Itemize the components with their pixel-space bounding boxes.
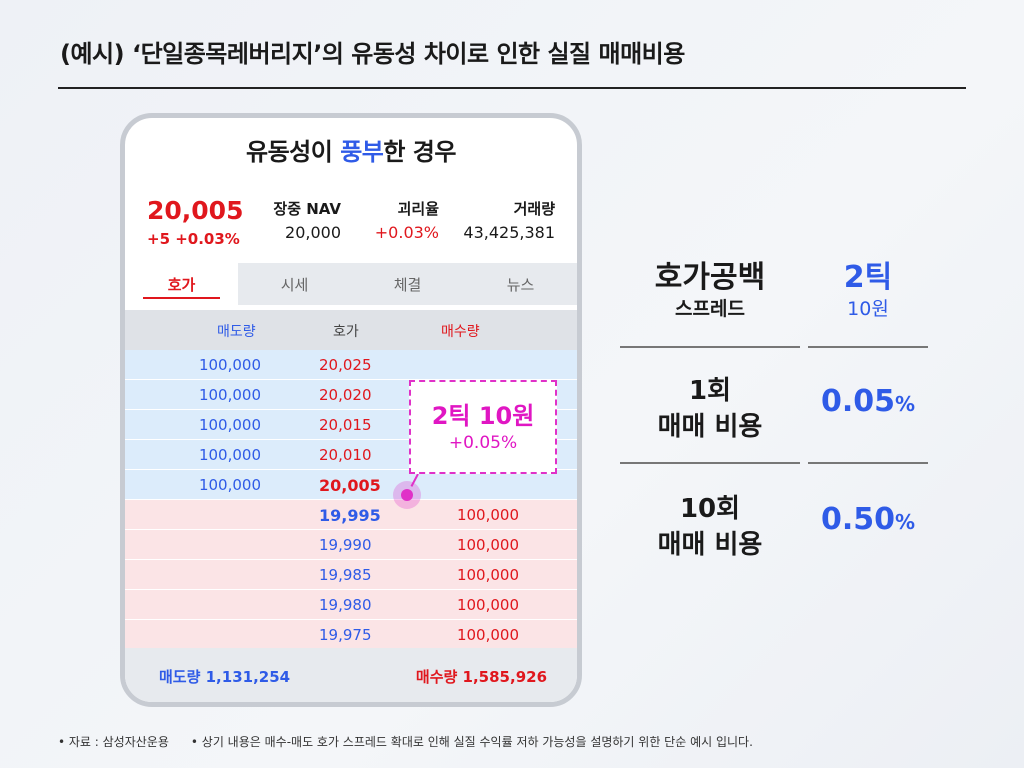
cost10-label-2: 매매 비용 bbox=[657, 530, 763, 560]
bid-qty: 100,000 bbox=[456, 536, 519, 554]
cost10-value: 0.50 bbox=[820, 502, 895, 537]
bid-row[interactable]: 19,975 100,000 bbox=[125, 620, 577, 650]
cost1-label-2: 매매 비용 bbox=[657, 412, 763, 442]
callout-percent: +0.05% bbox=[448, 433, 518, 453]
tab-quotes[interactable]: 시세 bbox=[280, 275, 309, 294]
price-header: 호가 bbox=[333, 324, 359, 340]
current-price: 20,005 bbox=[147, 196, 244, 225]
footnote-source: • 자료 : 삼성자산운용 bbox=[58, 735, 169, 749]
ask-qty: 100,000 bbox=[198, 356, 261, 374]
bid-qty: 100,000 bbox=[456, 506, 519, 524]
spread-ticks: 2틱 bbox=[843, 260, 893, 295]
cost1-row: 1회 매매 비용 0.05% bbox=[620, 364, 930, 460]
orderbook-footer: 매도량 1,131,254 매수량 1,585,926 bbox=[125, 648, 577, 702]
tab-trades[interactable]: 체결 bbox=[393, 275, 422, 294]
orderbook-header: 매도량 호가 매수량 bbox=[125, 310, 577, 350]
bid-price: 19,990 bbox=[319, 536, 372, 554]
heading-post: 한 경우 bbox=[383, 138, 456, 166]
bid-price: 19,975 bbox=[319, 626, 372, 644]
tab-orderbook[interactable]: 호가 bbox=[125, 263, 238, 305]
cost10-percent: % bbox=[894, 510, 916, 534]
phone-heading: 유동성이 풍부한 경우 bbox=[125, 132, 577, 167]
cost-panel: 호가공백 스프레드 2틱 10원 1회 매매 비용 0.05% 10회 매매 비… bbox=[620, 240, 930, 560]
ask-qty-header: 매도량 bbox=[217, 324, 256, 340]
bid-row[interactable]: 19,980 100,000 bbox=[125, 590, 577, 620]
volume-value: 43,425,381 bbox=[463, 223, 555, 242]
cost1-percent: % bbox=[894, 392, 916, 416]
panel-divider bbox=[808, 346, 928, 348]
spread-callout: 2틱 10원 +0.05% bbox=[409, 380, 557, 474]
bid-price: 19,980 bbox=[319, 596, 372, 614]
cost10-row: 10회 매매 비용 0.50% bbox=[620, 482, 930, 578]
cost10-label-1: 10회 bbox=[679, 494, 741, 524]
bid-qty-header: 매수량 bbox=[441, 324, 480, 340]
panel-divider bbox=[808, 462, 928, 464]
quote-summary: 20,005 +5 +0.03% 장중 NAV 20,000 괴리율 +0.03… bbox=[125, 192, 577, 252]
premium-label: 괴리율 bbox=[397, 200, 439, 218]
best-bid-price: 19,995 bbox=[319, 506, 381, 525]
heading-highlight: 풍부 bbox=[340, 138, 384, 166]
page-title: (예시) ‘단일종목레버리지’의 유동성 차이로 인한 실질 매매비용 bbox=[60, 40, 685, 68]
ask-row[interactable]: 100,000 20,025 bbox=[125, 350, 577, 380]
bid-total: 매수량 1,585,926 bbox=[415, 668, 547, 686]
spread-row: 호가공백 스프레드 2틱 10원 bbox=[620, 240, 930, 336]
heading-pre: 유동성이 bbox=[246, 138, 341, 166]
bid-qty: 100,000 bbox=[456, 566, 519, 584]
bid-row[interactable]: 19,985 100,000 bbox=[125, 560, 577, 590]
tab-bar: 호가 시세 체결 뉴스 bbox=[125, 263, 577, 305]
ask-total: 매도량 1,131,254 bbox=[159, 668, 291, 686]
cost1-label-1: 1회 bbox=[688, 376, 731, 406]
panel-divider bbox=[620, 462, 800, 464]
title-divider bbox=[58, 87, 966, 89]
ask-row-best[interactable]: 100,000 20,005 bbox=[125, 470, 577, 500]
cost1-value: 0.05 bbox=[820, 384, 895, 419]
spread-sublabel: 스프레드 bbox=[675, 298, 745, 320]
spread-label: 호가공백 bbox=[654, 260, 766, 295]
ask-price: 20,010 bbox=[319, 446, 372, 464]
volume-column: 거래량 43,425,381 bbox=[463, 198, 555, 242]
bid-price: 19,985 bbox=[319, 566, 372, 584]
bid-row-best[interactable]: 19,995 100,000 bbox=[125, 500, 577, 530]
ask-price: 20,020 bbox=[319, 386, 372, 404]
ask-qty: 100,000 bbox=[198, 416, 261, 434]
price-change: +5 +0.03% bbox=[147, 230, 240, 248]
bid-qty: 100,000 bbox=[456, 626, 519, 644]
ask-price: 20,025 bbox=[319, 356, 372, 374]
footnote-note: • 상기 내용은 매수-매도 호가 스프레드 확대로 인해 실질 수익률 저하 … bbox=[190, 735, 753, 749]
footnote: • 자료 : 삼성자산운용 • 상기 내용은 매수-매도 호가 스프레드 확대로 … bbox=[58, 733, 753, 750]
spread-won: 10원 bbox=[847, 298, 889, 320]
ask-qty: 100,000 bbox=[198, 476, 261, 494]
ask-price: 20,015 bbox=[319, 416, 372, 434]
cost1-value-wrap: 0.05% bbox=[808, 384, 928, 419]
tab-news[interactable]: 뉴스 bbox=[506, 275, 535, 294]
nav-column: 장중 NAV 20,000 bbox=[273, 198, 341, 242]
callout-ticks: 2틱 10원 bbox=[431, 402, 535, 430]
best-ask-price: 20,005 bbox=[319, 476, 381, 495]
nav-value: 20,000 bbox=[285, 223, 341, 242]
spread-marker-dot bbox=[401, 489, 413, 501]
cost10-value-wrap: 0.50% bbox=[808, 502, 928, 537]
ask-qty: 100,000 bbox=[198, 446, 261, 464]
volume-label: 거래량 bbox=[513, 200, 555, 218]
bid-qty: 100,000 bbox=[456, 596, 519, 614]
bid-row[interactable]: 19,990 100,000 bbox=[125, 530, 577, 560]
phone-mockup: 유동성이 풍부한 경우 20,005 +5 +0.03% 장중 NAV 20,0… bbox=[120, 113, 582, 707]
premium-value: +0.03% bbox=[374, 223, 439, 242]
panel-divider bbox=[620, 346, 800, 348]
nav-label: 장중 NAV bbox=[273, 200, 341, 218]
premium-column: 괴리율 +0.03% bbox=[375, 198, 439, 242]
ask-qty: 100,000 bbox=[198, 386, 261, 404]
